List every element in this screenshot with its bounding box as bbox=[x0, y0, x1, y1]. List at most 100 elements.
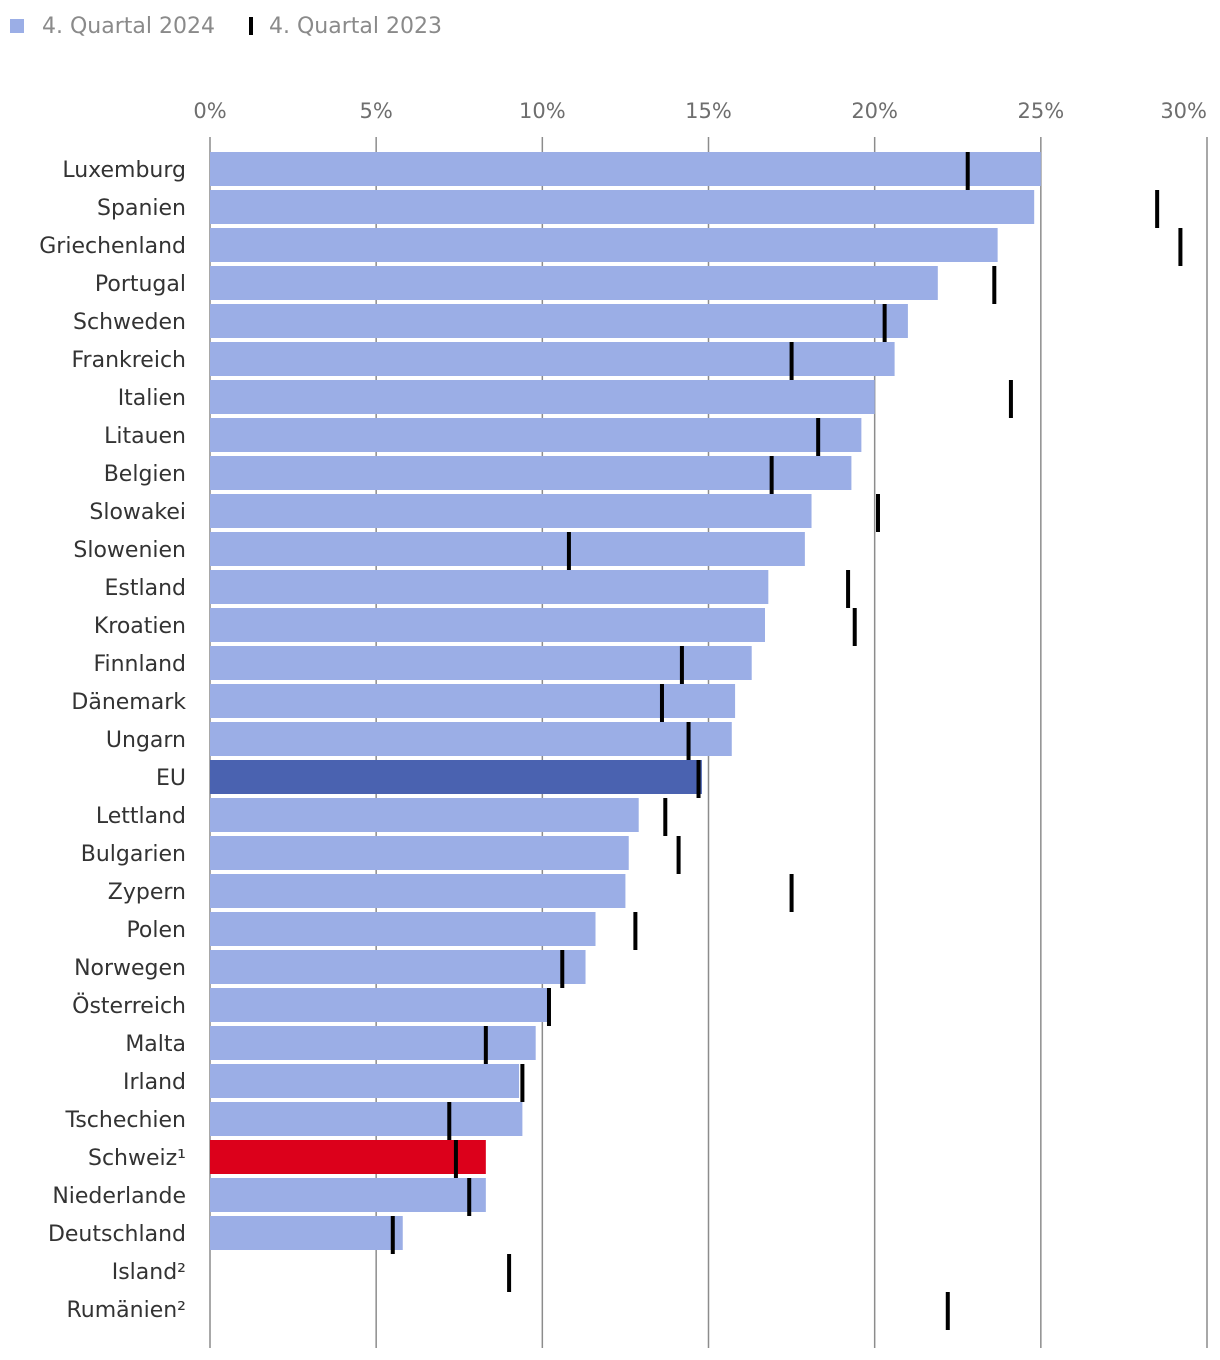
bar-portugal bbox=[210, 266, 938, 300]
bar-eu bbox=[210, 760, 702, 794]
marker-lettland bbox=[663, 798, 668, 836]
x-tick-label: 20% bbox=[851, 99, 898, 123]
bar-griechenland bbox=[210, 228, 998, 262]
marker-spanien bbox=[1155, 190, 1160, 228]
x-tick-label: 25% bbox=[1017, 99, 1064, 123]
category-label-schweiz: Schweiz¹ bbox=[88, 1146, 186, 1171]
x-tick-label: 5% bbox=[360, 99, 393, 123]
x-tick-label: 30% bbox=[1160, 99, 1207, 123]
category-label-ungarn: Ungarn bbox=[106, 728, 186, 753]
marker-griechenland bbox=[1178, 228, 1183, 266]
category-label-rumänien: Rumänien² bbox=[66, 1298, 186, 1323]
category-label-lettland: Lettland bbox=[96, 804, 186, 829]
marker-österreich bbox=[546, 988, 551, 1026]
marker-frankreich bbox=[789, 342, 794, 380]
bar-estland bbox=[210, 570, 769, 604]
marker-slowenien bbox=[566, 532, 571, 570]
bar-österreich bbox=[210, 988, 549, 1022]
marker-niederlande bbox=[467, 1178, 472, 1216]
category-label-spanien: Spanien bbox=[97, 196, 186, 221]
legend-label-2023: 4. Quartal 2023 bbox=[268, 13, 442, 39]
bar-schweiz bbox=[210, 1140, 486, 1174]
category-label-norwegen: Norwegen bbox=[74, 956, 186, 981]
marker-polen bbox=[633, 912, 638, 950]
bar-finnland bbox=[210, 646, 752, 680]
bar-bulgarien bbox=[210, 836, 629, 870]
bar-slowenien bbox=[210, 532, 805, 566]
marker-tschechien bbox=[447, 1102, 452, 1140]
category-label-niederlande: Niederlande bbox=[52, 1184, 186, 1209]
marker-portugal bbox=[992, 266, 997, 304]
markers-2023 bbox=[390, 152, 1183, 1330]
marker-zypern bbox=[789, 874, 794, 912]
bar-deutschland bbox=[210, 1216, 403, 1250]
marker-ungarn bbox=[686, 722, 691, 760]
bar-ungarn bbox=[210, 722, 732, 756]
marker-schweden bbox=[882, 304, 887, 342]
bar-zypern bbox=[210, 874, 626, 908]
x-tick-label: 10% bbox=[519, 99, 566, 123]
category-label-bulgarien: Bulgarien bbox=[81, 842, 186, 867]
category-label-griechenland: Griechenland bbox=[39, 234, 186, 259]
bar-slowakei bbox=[210, 494, 812, 528]
category-label-estland: Estland bbox=[105, 576, 187, 601]
marker-italien bbox=[1008, 380, 1013, 418]
category-label-zypern: Zypern bbox=[108, 880, 186, 905]
category-label-island: Island² bbox=[112, 1260, 186, 1285]
marker-deutschland bbox=[390, 1216, 395, 1254]
bar-belgien bbox=[210, 456, 852, 490]
category-label-eu: EU bbox=[156, 766, 186, 791]
legend-item-2023: 4. Quartal 2023 bbox=[248, 13, 442, 39]
bar-niederlande bbox=[210, 1178, 486, 1212]
category-label-portugal: Portugal bbox=[95, 272, 186, 297]
bar-kroatien bbox=[210, 608, 765, 642]
category-label-irland: Irland bbox=[123, 1070, 186, 1095]
category-label-frankreich: Frankreich bbox=[71, 348, 186, 373]
marker-norwegen bbox=[560, 950, 565, 988]
category-label-italien: Italien bbox=[118, 386, 186, 411]
bar-irland bbox=[210, 1064, 520, 1098]
category-label-dänemark: Dänemark bbox=[71, 690, 186, 715]
marker-island bbox=[507, 1254, 512, 1292]
x-axis-tick-labels: 0% 5% 10% 15% 20% 25% 30% bbox=[193, 99, 1207, 123]
category-labels: Luxemburg Spanien Griechenland Portugal Schw… bbox=[39, 158, 186, 1323]
x-tick-label: 0% bbox=[193, 99, 226, 123]
bar-malta bbox=[210, 1026, 536, 1060]
marker-finnland bbox=[679, 646, 684, 684]
marker-belgien bbox=[769, 456, 774, 494]
marker-kroatien bbox=[852, 608, 857, 646]
legend-marker-2023 bbox=[248, 17, 253, 35]
marker-litauen bbox=[816, 418, 821, 456]
bar-italien bbox=[210, 380, 875, 414]
bar-schweden bbox=[210, 304, 908, 338]
category-label-litauen: Litauen bbox=[104, 424, 186, 449]
bar-litauen bbox=[210, 418, 862, 452]
marker-rumänien bbox=[945, 1292, 950, 1330]
category-label-tschechien: Tschechien bbox=[65, 1108, 186, 1133]
category-label-schweden: Schweden bbox=[73, 310, 186, 335]
category-label-finnland: Finnland bbox=[93, 652, 186, 677]
bar-frankreich bbox=[210, 342, 895, 376]
category-label-österreich: Österreich bbox=[72, 993, 186, 1019]
category-label-slowakei: Slowakei bbox=[89, 500, 186, 525]
legend: 4. Quartal 2024 4. Quartal 2023 bbox=[10, 12, 476, 40]
category-label-polen: Polen bbox=[126, 918, 186, 943]
legend-swatch-2024 bbox=[10, 19, 24, 33]
marker-eu bbox=[696, 760, 701, 798]
marker-dänemark bbox=[659, 684, 664, 722]
bar-luxemburg bbox=[210, 152, 1041, 186]
category-label-deutschland: Deutschland bbox=[48, 1222, 186, 1247]
bar-spanien bbox=[210, 190, 1035, 224]
marker-slowakei bbox=[875, 494, 880, 532]
category-label-luxemburg: Luxemburg bbox=[62, 158, 186, 183]
bar-polen bbox=[210, 912, 596, 946]
marker-schweiz bbox=[453, 1140, 458, 1178]
marker-estland bbox=[846, 570, 851, 608]
marker-luxemburg bbox=[965, 152, 970, 190]
bar-norwegen bbox=[210, 950, 586, 984]
bar-dänemark bbox=[210, 684, 736, 718]
x-tick-label: 15% bbox=[685, 99, 732, 123]
bars-2024 bbox=[210, 152, 1041, 1250]
bar-lettland bbox=[210, 798, 639, 832]
